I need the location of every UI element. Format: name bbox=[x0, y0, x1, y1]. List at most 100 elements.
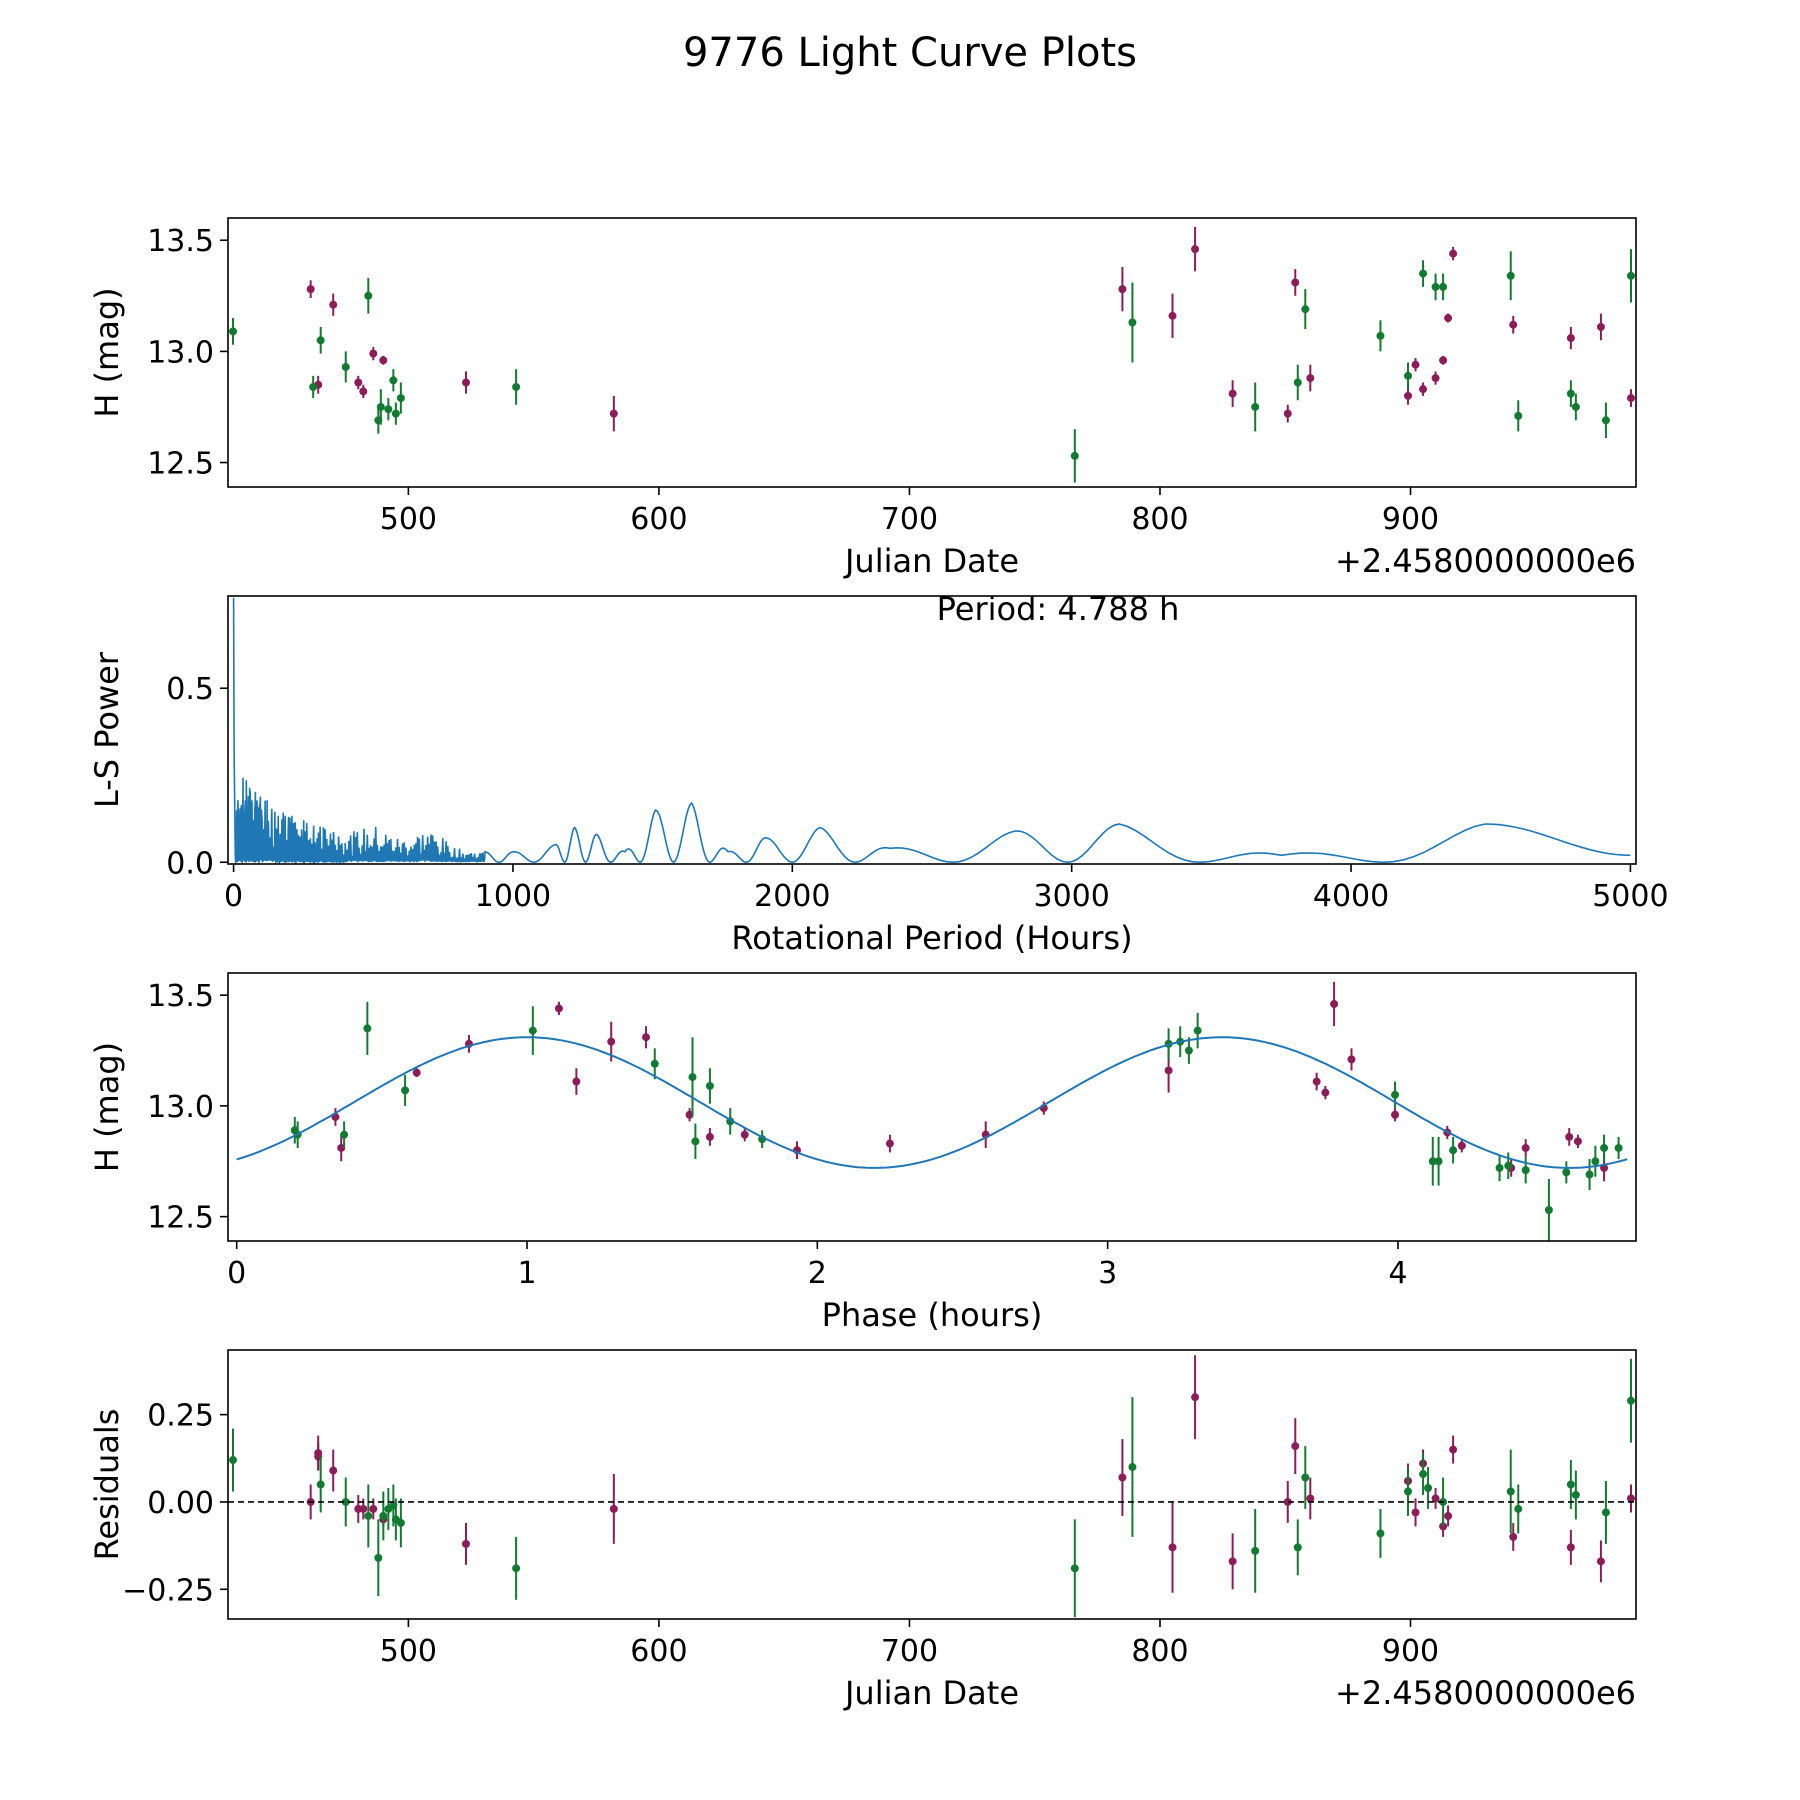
data-point bbox=[1411, 1508, 1420, 1517]
periodogram-panel: 0 1000 2000 3000 4000 5000 0.0 0.5 Rotational Pe… bbox=[88, 590, 1669, 957]
data-point bbox=[1504, 1161, 1513, 1170]
data-point bbox=[340, 1130, 349, 1139]
y-tick-label: 0.5 bbox=[166, 672, 214, 707]
data-point bbox=[1164, 1066, 1173, 1075]
data-point bbox=[462, 1539, 471, 1548]
data-point bbox=[1291, 1442, 1300, 1451]
data-point bbox=[1376, 331, 1385, 340]
data-point bbox=[396, 1518, 405, 1527]
data-point bbox=[1293, 378, 1302, 387]
x-tick-label: 500 bbox=[380, 502, 437, 537]
data-point bbox=[1506, 1487, 1515, 1496]
data-point bbox=[1118, 285, 1127, 294]
data-point bbox=[1439, 356, 1448, 365]
data-point bbox=[1449, 1445, 1458, 1454]
data-point bbox=[1626, 1494, 1635, 1503]
data-point bbox=[1566, 1480, 1575, 1489]
y-axis-label: H (mag) bbox=[88, 287, 126, 417]
x-tick-label: 4000 bbox=[1313, 879, 1389, 914]
data-point bbox=[1506, 271, 1515, 280]
data-point bbox=[1419, 1470, 1428, 1479]
data-point bbox=[1444, 314, 1453, 323]
data-point bbox=[1626, 1396, 1635, 1405]
data-point bbox=[364, 291, 373, 300]
data-point bbox=[1439, 282, 1448, 291]
x-axis-label: Julian Date bbox=[843, 542, 1019, 580]
data-point bbox=[1566, 334, 1575, 343]
data-point bbox=[1521, 1143, 1530, 1152]
data-point bbox=[1419, 269, 1428, 278]
data-point bbox=[1291, 278, 1300, 287]
data-point bbox=[1301, 1473, 1310, 1482]
plot-area bbox=[229, 226, 1635, 483]
data-point bbox=[1193, 1026, 1202, 1035]
y-axis-label: L-S Power bbox=[88, 651, 126, 808]
y-tick-label: 0.00 bbox=[147, 1486, 214, 1521]
data-point bbox=[376, 402, 385, 411]
data-point bbox=[1601, 416, 1610, 425]
axes-frame bbox=[227, 595, 1637, 865]
data-point bbox=[1070, 451, 1079, 460]
data-point bbox=[642, 1033, 651, 1042]
x-tick-label: 600 bbox=[630, 1634, 687, 1669]
data-point bbox=[391, 409, 400, 418]
data-point bbox=[1376, 1529, 1385, 1538]
data-point bbox=[1424, 1483, 1433, 1492]
y-tick-label: 12.5 bbox=[147, 1201, 214, 1236]
data-point bbox=[1566, 389, 1575, 398]
data-point bbox=[369, 349, 378, 358]
x-tick-label: 2 bbox=[808, 1256, 827, 1291]
x-tick-label: 0 bbox=[224, 879, 243, 914]
data-point bbox=[1301, 305, 1310, 314]
data-point bbox=[379, 1511, 388, 1520]
x-tick-label: 1 bbox=[517, 1256, 536, 1291]
data-point bbox=[512, 382, 521, 391]
data-point bbox=[1228, 1557, 1237, 1566]
data-point bbox=[1591, 1157, 1600, 1166]
data-point bbox=[1509, 1532, 1518, 1541]
data-point bbox=[309, 382, 318, 391]
lightcurve-panel: 500 600 700 800 900 12.5 13.0 13.5 Julian Date H … bbox=[88, 217, 1637, 580]
data-point bbox=[554, 1004, 563, 1013]
data-point bbox=[374, 1553, 383, 1562]
data-point bbox=[412, 1068, 421, 1077]
data-point bbox=[462, 378, 471, 387]
data-point bbox=[1306, 374, 1315, 383]
data-point bbox=[885, 1139, 894, 1148]
residuals-panel: 500 600 700 800 900 −0.25 0.00 0.25 Julian Date R… bbox=[88, 1349, 1637, 1712]
data-point bbox=[1411, 360, 1420, 369]
data-point bbox=[1419, 385, 1428, 394]
data-point bbox=[1573, 1137, 1582, 1146]
x-tick-label: 700 bbox=[881, 1634, 938, 1669]
x-tick-label: 3000 bbox=[1034, 879, 1110, 914]
data-point bbox=[1514, 411, 1523, 420]
data-point bbox=[379, 356, 388, 365]
data-point bbox=[1431, 374, 1440, 383]
data-point bbox=[1428, 1157, 1437, 1166]
data-point bbox=[1293, 1543, 1302, 1552]
y-axis-label: Residuals bbox=[88, 1409, 126, 1561]
x-tick-label: 3 bbox=[1098, 1256, 1117, 1291]
data-point bbox=[1626, 271, 1635, 280]
x-tick-label: 500 bbox=[380, 1634, 437, 1669]
data-point bbox=[329, 300, 338, 309]
data-point bbox=[229, 1456, 238, 1465]
fit-curve bbox=[236, 1036, 1628, 1169]
data-point bbox=[1457, 1141, 1466, 1150]
data-point bbox=[306, 285, 315, 294]
x-tick-label: 2000 bbox=[754, 879, 830, 914]
x-axis-label: Julian Date bbox=[843, 1674, 1019, 1712]
data-point bbox=[650, 1059, 659, 1068]
data-point bbox=[1626, 394, 1635, 403]
data-point bbox=[705, 1081, 714, 1090]
plot-area bbox=[232, 597, 1631, 864]
data-point bbox=[740, 1130, 749, 1139]
data-point bbox=[1596, 322, 1605, 331]
data-point bbox=[1184, 1046, 1193, 1055]
x-tick-label: 900 bbox=[1382, 1634, 1439, 1669]
data-point bbox=[1521, 1166, 1530, 1175]
x-axis-label: Phase (hours) bbox=[822, 1296, 1043, 1334]
figure-title: 9776 Light Curve Plots bbox=[683, 30, 1137, 76]
x-tick-label: 5000 bbox=[1592, 879, 1668, 914]
data-point bbox=[609, 1504, 618, 1513]
